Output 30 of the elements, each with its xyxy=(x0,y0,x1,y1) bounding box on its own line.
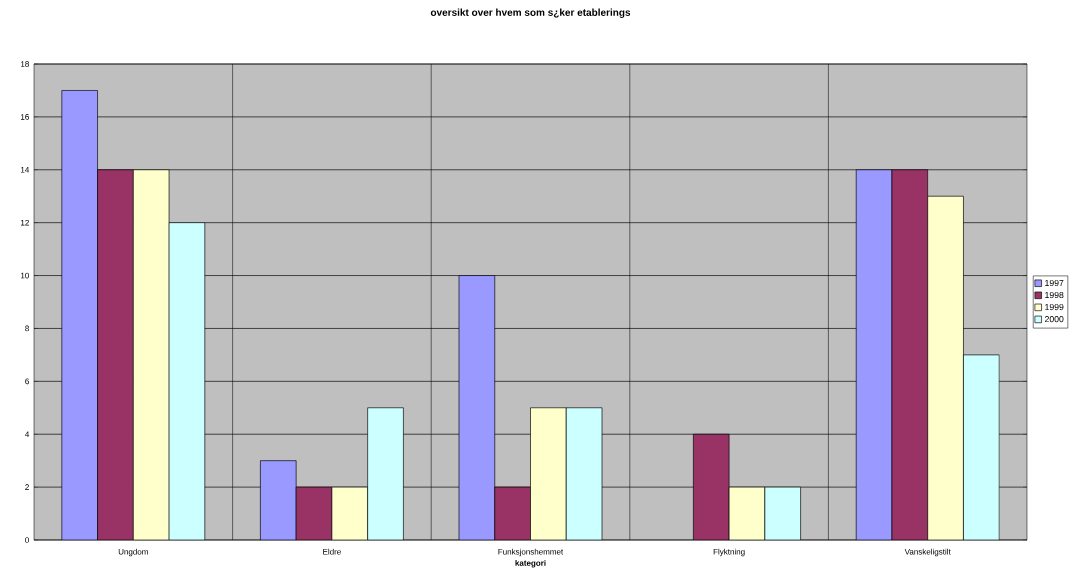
legend-label: 2000 xyxy=(1044,316,1064,323)
bar xyxy=(530,407,567,540)
x-tick-label: Eldre xyxy=(323,548,341,555)
y-tick-label: 2 xyxy=(25,484,29,490)
x-tick-label: Vanskeligstilt xyxy=(904,548,951,557)
bar xyxy=(927,195,964,540)
legend-label: 1998 xyxy=(1045,291,1064,299)
chart-title: oversikt over hvem som s¿ker etablerings xyxy=(430,8,631,18)
bar xyxy=(728,486,766,540)
y-tick-label: 12 xyxy=(21,219,29,226)
legend-label: 1999 xyxy=(1045,304,1064,311)
bar xyxy=(61,90,98,540)
y-tick-label: 6 xyxy=(25,378,29,385)
x-tick-label: Flyktning xyxy=(713,548,745,557)
bar xyxy=(132,169,170,540)
y-tick-label: 14 xyxy=(21,167,30,173)
y-tick-label: 18 xyxy=(21,61,29,67)
x-tick-label: Funksjonshemmet xyxy=(498,548,564,557)
y-tick-label: 4 xyxy=(25,431,30,437)
y-tick-label: 0 xyxy=(25,537,29,543)
x-axis-title: kategori xyxy=(515,559,546,568)
bar xyxy=(458,275,496,540)
bar xyxy=(260,460,297,540)
y-tick-label: 10 xyxy=(21,272,29,279)
bar xyxy=(855,169,893,540)
legend-label: 1997 xyxy=(1045,279,1064,287)
y-tick-label: 8 xyxy=(25,325,29,332)
y-tick-label: 16 xyxy=(21,114,29,120)
bar xyxy=(331,486,368,540)
x-tick-label: Ungdom xyxy=(118,548,148,557)
